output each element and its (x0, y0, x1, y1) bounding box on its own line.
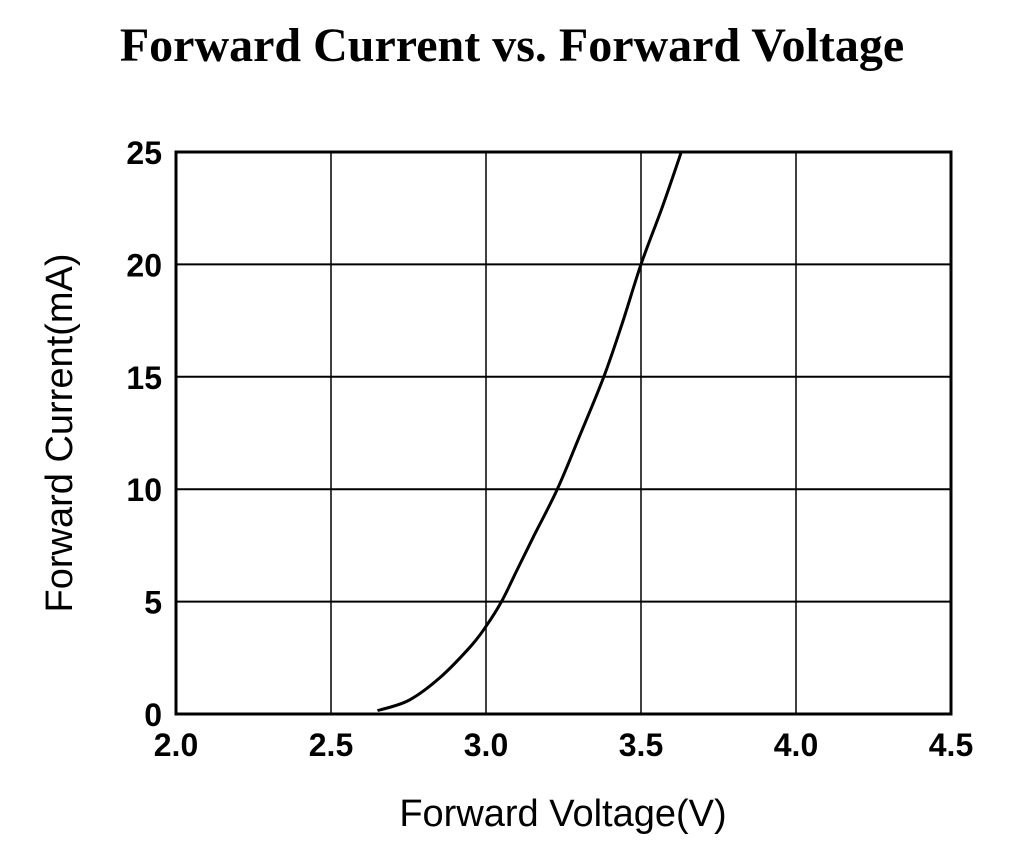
y-tick-label: 15 (126, 360, 162, 396)
y-tick-label: 10 (126, 472, 162, 508)
x-axis-label: Forward Voltage(V) (399, 793, 726, 835)
y-tick-labels: 0 5 10 15 20 25 (126, 135, 162, 733)
plot-frame (174, 150, 953, 716)
x-tick-label: 4.5 (929, 727, 973, 763)
chart-title: Forward Current vs. Forward Voltage (119, 19, 905, 72)
x-tick-label: 2.5 (309, 727, 353, 763)
y-tick-label: 20 (126, 247, 162, 283)
x-tick-label: 2.0 (154, 727, 198, 763)
y-tick-label: 0 (144, 697, 162, 733)
y-tick-label: 25 (126, 135, 162, 171)
x-tick-label: 4.0 (774, 727, 818, 763)
grid-lines (175, 151, 952, 715)
x-tick-label: 3.0 (464, 727, 508, 763)
x-tick-label: 3.5 (619, 727, 663, 763)
x-tick-labels: 2.0 2.5 3.0 3.5 4.0 4.5 (154, 727, 973, 763)
data-series-line (377, 151, 683, 713)
y-tick-label: 5 (144, 585, 162, 621)
y-axis-label: Forward Current(mA) (39, 254, 81, 613)
